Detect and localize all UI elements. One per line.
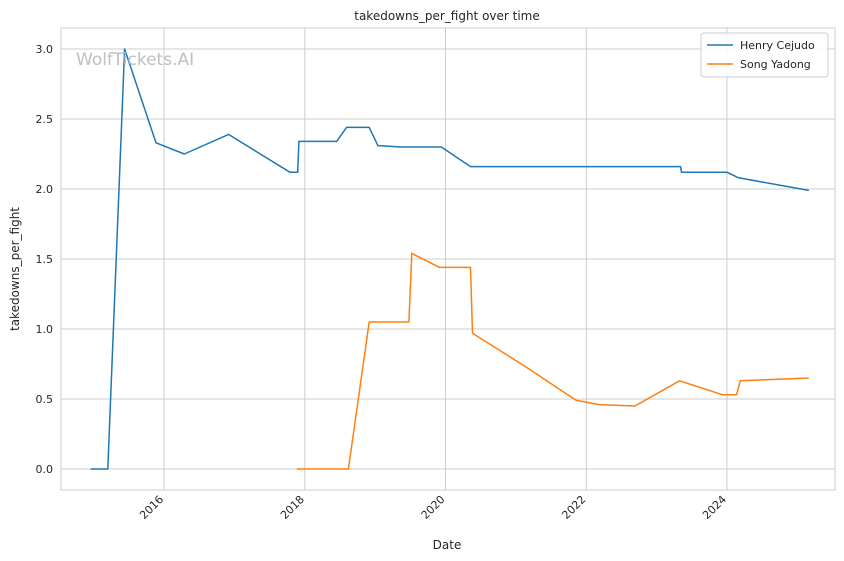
legend-label-henry-cejudo: Henry Cejudo bbox=[740, 39, 815, 52]
y-tick-label: 2.5 bbox=[36, 113, 54, 126]
watermark: WolfTickets.AI bbox=[76, 50, 194, 70]
x-tick-label: 2024 bbox=[700, 493, 729, 522]
series-line-henry-cejudo bbox=[90, 48, 809, 470]
y-tick-label: 0.0 bbox=[36, 463, 54, 476]
tick-layer: 0.0 0.5 1.0 1.5 2.0 2.5 3.0 2016 2018 2020 2022 202… bbox=[36, 43, 730, 522]
y-axis-label: takedowns_per_fight bbox=[8, 207, 22, 331]
x-tick-label: 2016 bbox=[137, 493, 166, 522]
legend: Henry Cejudo Song Yadong bbox=[700, 32, 829, 78]
y-tick-label: 2.0 bbox=[36, 183, 54, 196]
x-tick-label: 2020 bbox=[419, 493, 448, 522]
y-tick-label: 3.0 bbox=[36, 43, 54, 56]
series-layer bbox=[90, 48, 809, 470]
series-line-song-yadong bbox=[296, 252, 809, 470]
y-tick-label: 0.5 bbox=[36, 393, 54, 406]
chart-title: takedowns_per_fight over time bbox=[354, 9, 540, 23]
y-tick-label: 1.5 bbox=[36, 253, 54, 266]
x-axis-label: Date bbox=[433, 538, 462, 552]
legend-box bbox=[700, 32, 829, 78]
x-tick-label: 2022 bbox=[559, 493, 588, 522]
x-tick-label: 2018 bbox=[278, 493, 307, 522]
y-tick-label: 1.0 bbox=[36, 323, 54, 336]
legend-label-song-yadong: Song Yadong bbox=[740, 58, 811, 71]
plot-frame bbox=[60, 27, 836, 491]
grid-layer bbox=[61, 28, 835, 490]
